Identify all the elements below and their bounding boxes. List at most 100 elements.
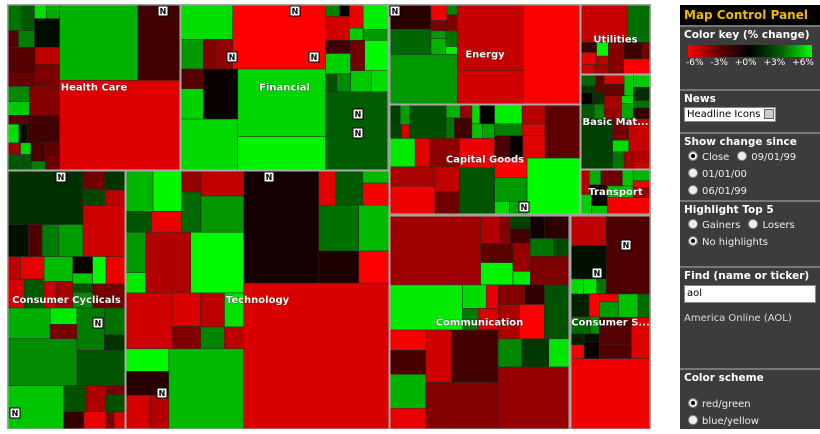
- tile: [434, 191, 460, 215]
- radio-option[interactable]: No highlights: [688, 236, 768, 248]
- tile: [7, 101, 30, 116]
- tile: [479, 104, 495, 125]
- heading: News: [684, 93, 716, 105]
- tile: [600, 169, 608, 185]
- tile: [362, 170, 390, 184]
- sector-border: [7, 170, 126, 429]
- tile: [72, 273, 93, 285]
- option-label: Close: [702, 152, 730, 163]
- tile: [350, 40, 365, 71]
- tile: [105, 385, 126, 395]
- tile: [510, 215, 531, 229]
- tile: [325, 73, 337, 93]
- news-icon: N: [95, 319, 102, 328]
- tile: [58, 224, 84, 257]
- tile: [349, 27, 364, 41]
- option-label: Losers: [762, 220, 795, 231]
- tile: [325, 40, 351, 54]
- tile: [497, 284, 526, 305]
- tile: [389, 408, 427, 429]
- tile: [596, 55, 609, 65]
- radio-option[interactable]: 01/01/00: [688, 168, 747, 180]
- tile: [203, 68, 239, 120]
- news-icon-box: [389, 5, 401, 17]
- tile: [599, 317, 632, 345]
- tile: [553, 238, 570, 257]
- news-select[interactable]: Headline Icons: [684, 107, 776, 122]
- panel-title: Map Control Panel: [680, 5, 820, 25]
- treemap: Health Care Financial Energy Utilities Basic…: [7, 4, 651, 429]
- tile: [633, 74, 651, 88]
- heading: Show change since: [684, 136, 797, 148]
- radio[interactable]: [688, 185, 698, 195]
- tile: [364, 40, 389, 71]
- radio[interactable]: [737, 151, 748, 161]
- sector-label: Transport: [588, 187, 642, 198]
- tile: [237, 68, 326, 137]
- news-icon-box: [591, 267, 603, 279]
- tile: [180, 118, 239, 171]
- tile: [607, 169, 623, 187]
- tile: [85, 385, 107, 412]
- selected: Headline Icons: [687, 109, 761, 120]
- news-icon-box: [226, 51, 238, 63]
- radio[interactable]: [748, 219, 759, 229]
- radio[interactable]: [688, 151, 698, 161]
- tile: [200, 195, 245, 233]
- highlight: Highlight Top 5 Gainers Losers No highligh…: [680, 200, 820, 266]
- tile: [104, 170, 126, 191]
- sector-border: [580, 74, 651, 170]
- radio-option[interactable]: Close: [688, 151, 729, 163]
- tile: [104, 307, 126, 336]
- radio-option[interactable]: 09/01/99: [737, 151, 796, 163]
- tile: [30, 160, 46, 171]
- sector-label: Consumer Cyclicals: [12, 295, 121, 306]
- tile: [7, 86, 30, 102]
- news-icon: N: [521, 203, 528, 212]
- tile: [583, 333, 600, 342]
- radio-option[interactable]: Gainers: [688, 219, 740, 231]
- news-icon-box: [352, 127, 364, 139]
- radio-option[interactable]: blue/yellow: [688, 415, 759, 427]
- news: News Headline Icons: [680, 89, 820, 132]
- tile: [389, 215, 481, 286]
- tile: [125, 231, 147, 273]
- tile: [171, 292, 201, 327]
- sector-label: Financial: [259, 83, 310, 94]
- tile: [445, 117, 455, 139]
- tile: [318, 204, 359, 252]
- radio-option[interactable]: red/green: [688, 398, 751, 410]
- sector-label: Communication: [436, 318, 524, 329]
- tile: [92, 256, 107, 285]
- tile: [125, 394, 151, 429]
- option-label: blue/yellow: [702, 416, 759, 427]
- dropdown-arrow[interactable]: [764, 109, 774, 119]
- tile: [512, 271, 531, 286]
- tile: [425, 382, 499, 429]
- radio[interactable]: [688, 415, 698, 425]
- tile: [510, 228, 531, 244]
- radio-option[interactable]: 06/01/99: [688, 185, 747, 197]
- tile: [358, 204, 390, 252]
- tile: [171, 326, 201, 350]
- radio[interactable]: [688, 236, 698, 246]
- tile: [105, 256, 126, 285]
- radio[interactable]: [688, 398, 698, 408]
- radio[interactable]: [688, 219, 698, 229]
- tile: [243, 282, 390, 429]
- tile: [599, 301, 619, 318]
- tile: [181, 170, 202, 193]
- tile: [105, 411, 115, 429]
- tile: [519, 304, 545, 340]
- tile: [530, 215, 545, 239]
- sector-border: [580, 4, 651, 75]
- news-icon: N: [355, 110, 362, 119]
- tile: [623, 151, 634, 170]
- radio-option[interactable]: Losers: [748, 219, 795, 231]
- tile: [7, 73, 36, 87]
- radio[interactable]: [688, 168, 698, 178]
- find-input[interactable]: aol: [684, 285, 816, 303]
- tile: [336, 73, 351, 93]
- news-icon-box: [92, 317, 104, 329]
- tile: [580, 85, 597, 93]
